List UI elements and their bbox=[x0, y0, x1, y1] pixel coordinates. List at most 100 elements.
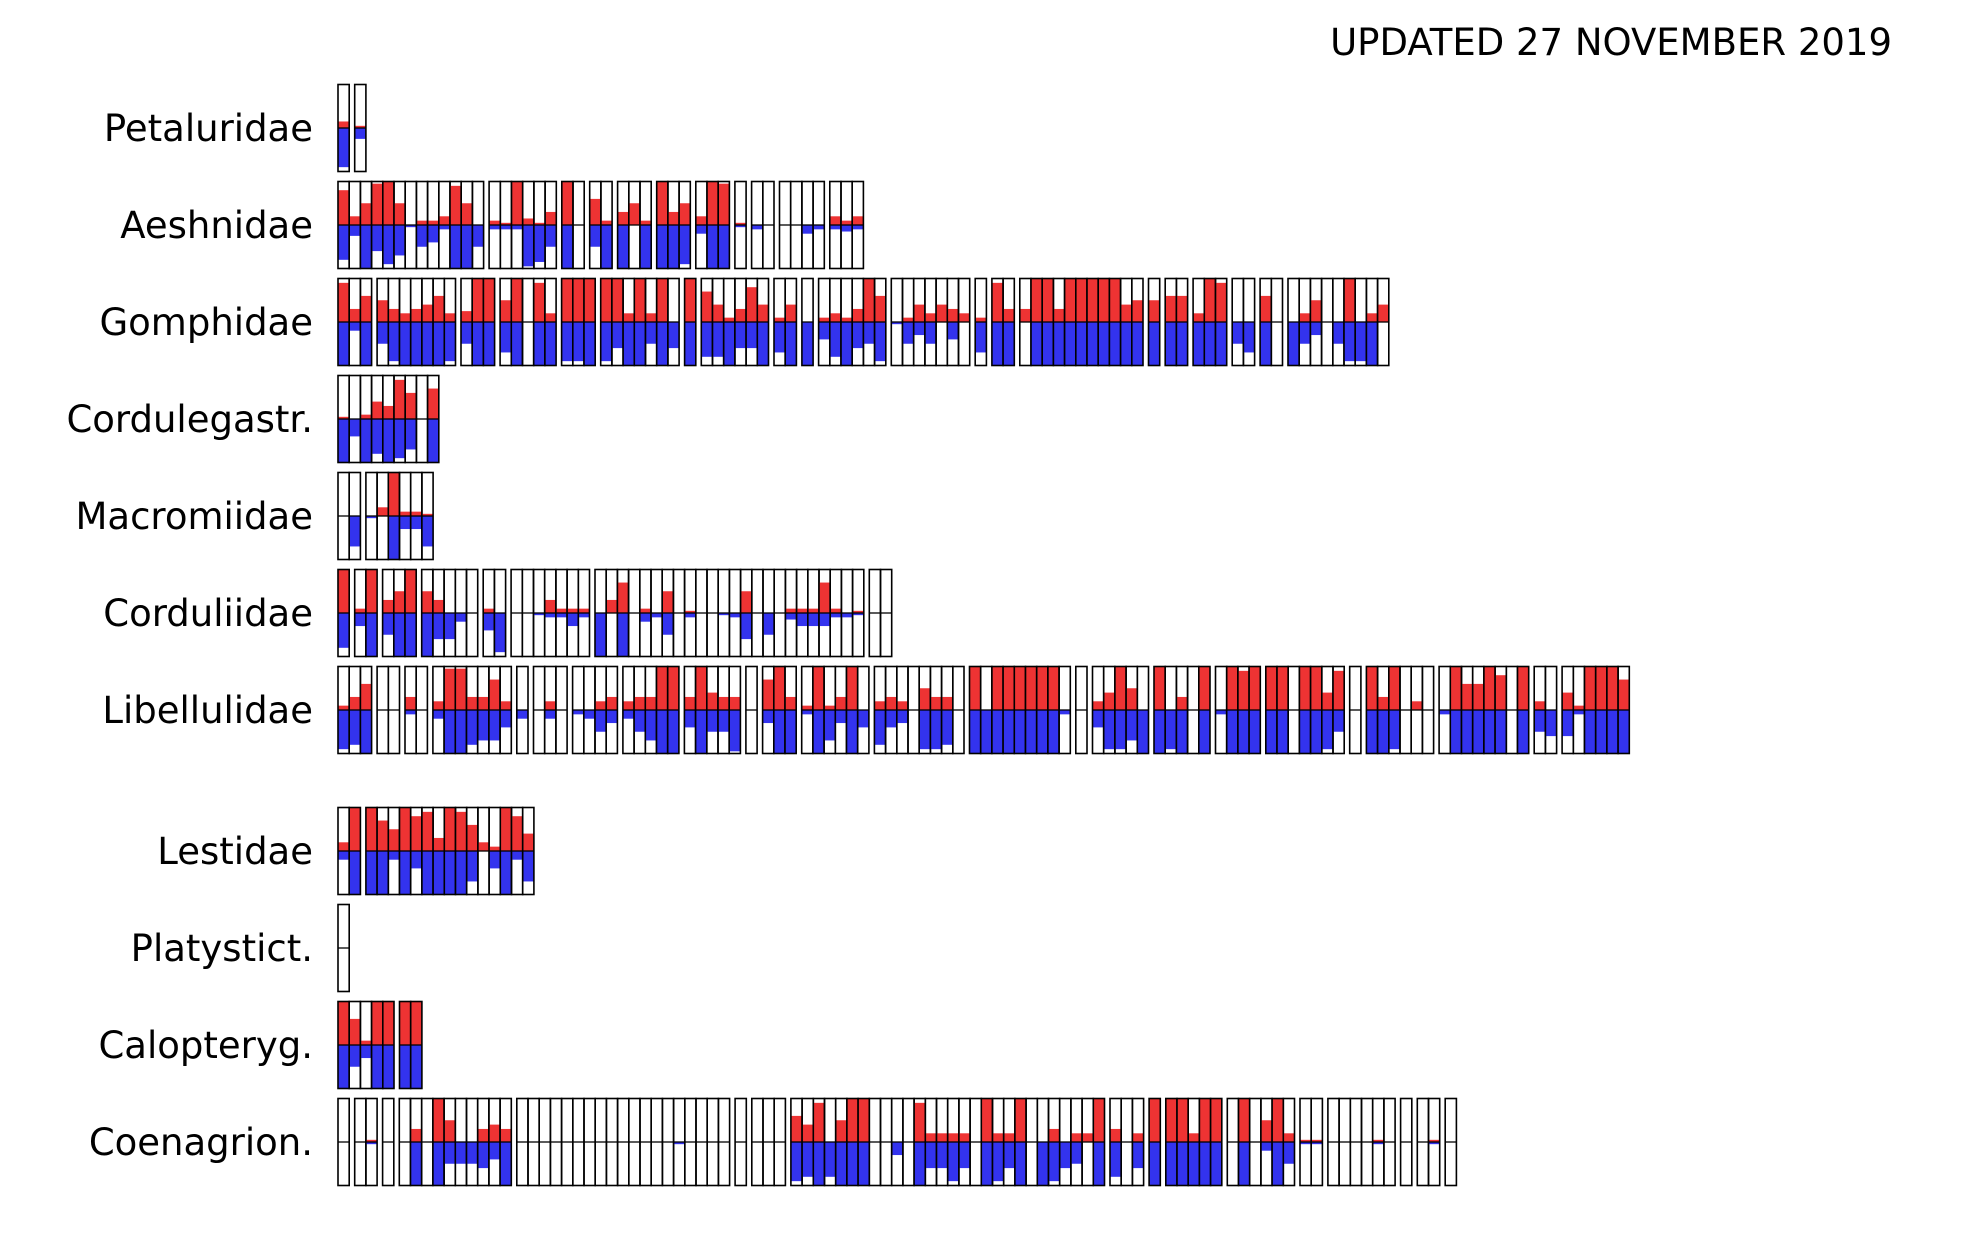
species-box bbox=[762, 568, 775, 658]
lower-bar bbox=[801, 225, 814, 234]
family-row: Macromiidae bbox=[75, 471, 434, 561]
upper-bar bbox=[377, 507, 389, 516]
lower-bar bbox=[455, 851, 467, 895]
species-box bbox=[773, 568, 787, 658]
species-box bbox=[627, 180, 641, 270]
upper-bar bbox=[1517, 666, 1529, 710]
lower-bar bbox=[584, 322, 596, 366]
species-box bbox=[1365, 665, 1379, 755]
lower-bar bbox=[405, 710, 417, 715]
family-row: Calopteryg. bbox=[98, 1000, 423, 1090]
species-box bbox=[902, 1097, 915, 1187]
upper-bar bbox=[1109, 278, 1121, 322]
family-row: Aeshnidae bbox=[120, 180, 865, 270]
species-box bbox=[1035, 665, 1049, 755]
upper-bar bbox=[858, 1098, 870, 1142]
upper-bar bbox=[852, 610, 864, 613]
upper-bar bbox=[600, 278, 612, 322]
species-box bbox=[638, 568, 652, 658]
lower-bar bbox=[1126, 710, 1138, 741]
upper-bar bbox=[399, 1001, 411, 1045]
lower-bar bbox=[1545, 710, 1557, 737]
upper-bar bbox=[360, 414, 372, 419]
upper-bar bbox=[1618, 679, 1630, 710]
species-box bbox=[499, 806, 513, 896]
lower-bar bbox=[1109, 322, 1121, 366]
species-box bbox=[499, 665, 513, 755]
upper-bar bbox=[584, 278, 596, 322]
lower-bar bbox=[511, 322, 523, 366]
upper-bar bbox=[500, 300, 512, 322]
upper-bar bbox=[1036, 666, 1048, 710]
species-box bbox=[644, 665, 658, 755]
upper-bar bbox=[1048, 1128, 1060, 1142]
lower-bar bbox=[416, 225, 428, 247]
species-box bbox=[337, 806, 350, 896]
upper-bar bbox=[444, 1120, 456, 1142]
upper-bar bbox=[1333, 670, 1345, 710]
lower-bar bbox=[863, 322, 875, 344]
species-box bbox=[1427, 1097, 1441, 1187]
species-box bbox=[1119, 277, 1133, 367]
box-outline bbox=[387, 665, 401, 755]
upper-bar bbox=[975, 317, 987, 322]
lower-bar bbox=[567, 613, 579, 627]
species-box bbox=[935, 277, 949, 367]
box-outline bbox=[359, 277, 373, 367]
upper-bar bbox=[1310, 300, 1322, 322]
lower-bar bbox=[734, 322, 747, 349]
upper-bar bbox=[466, 824, 478, 851]
upper-bar bbox=[712, 304, 724, 322]
family-label: Cordulegastr. bbox=[66, 398, 313, 441]
species-box bbox=[426, 180, 440, 270]
species-box bbox=[443, 568, 457, 658]
upper-bar bbox=[388, 472, 400, 516]
upper-bar bbox=[1238, 1098, 1250, 1142]
upper-bar bbox=[477, 696, 489, 710]
upper-bar bbox=[1003, 1133, 1015, 1142]
box-outline bbox=[555, 665, 568, 755]
species-box bbox=[594, 665, 607, 755]
species-box bbox=[1131, 277, 1144, 367]
box-outline bbox=[499, 1097, 513, 1187]
family-label: Aeshnidae bbox=[120, 204, 313, 247]
lower-bar bbox=[1495, 710, 1507, 754]
species-box bbox=[1376, 277, 1390, 367]
box-outline bbox=[1242, 277, 1256, 367]
upper-bar bbox=[432, 1098, 445, 1142]
lower-bar bbox=[623, 322, 635, 366]
species-box bbox=[365, 568, 378, 658]
upper-bar bbox=[701, 291, 713, 322]
box-outline bbox=[583, 277, 596, 367]
upper-bar bbox=[405, 569, 417, 613]
upper-bar bbox=[1031, 278, 1043, 322]
lower-bar bbox=[1087, 322, 1099, 366]
upper-bar bbox=[382, 1001, 394, 1045]
box-outline bbox=[1136, 665, 1150, 755]
species-box bbox=[348, 374, 362, 464]
species-box bbox=[958, 1097, 971, 1187]
upper-bar bbox=[969, 666, 981, 710]
lower-bar bbox=[785, 613, 797, 620]
species-box bbox=[784, 665, 797, 755]
upper-bar bbox=[432, 599, 445, 613]
lower-bar bbox=[516, 710, 528, 719]
species-box bbox=[527, 1097, 540, 1187]
box-outline bbox=[1427, 1097, 1441, 1187]
species-box bbox=[365, 1097, 378, 1187]
lower-bar bbox=[1439, 710, 1451, 715]
box-outline bbox=[1282, 1097, 1296, 1187]
lower-bar bbox=[1059, 1142, 1071, 1169]
box-outline bbox=[856, 665, 870, 755]
box-outline bbox=[717, 1097, 731, 1187]
lower-bar bbox=[399, 1045, 411, 1089]
lower-bar bbox=[639, 613, 651, 622]
species-box bbox=[1471, 665, 1485, 755]
species-box bbox=[879, 568, 893, 658]
upper-bar bbox=[1193, 313, 1205, 322]
species-box bbox=[572, 180, 585, 270]
species-box bbox=[1309, 665, 1323, 755]
lower-bar bbox=[600, 225, 613, 269]
species-box bbox=[750, 568, 764, 658]
